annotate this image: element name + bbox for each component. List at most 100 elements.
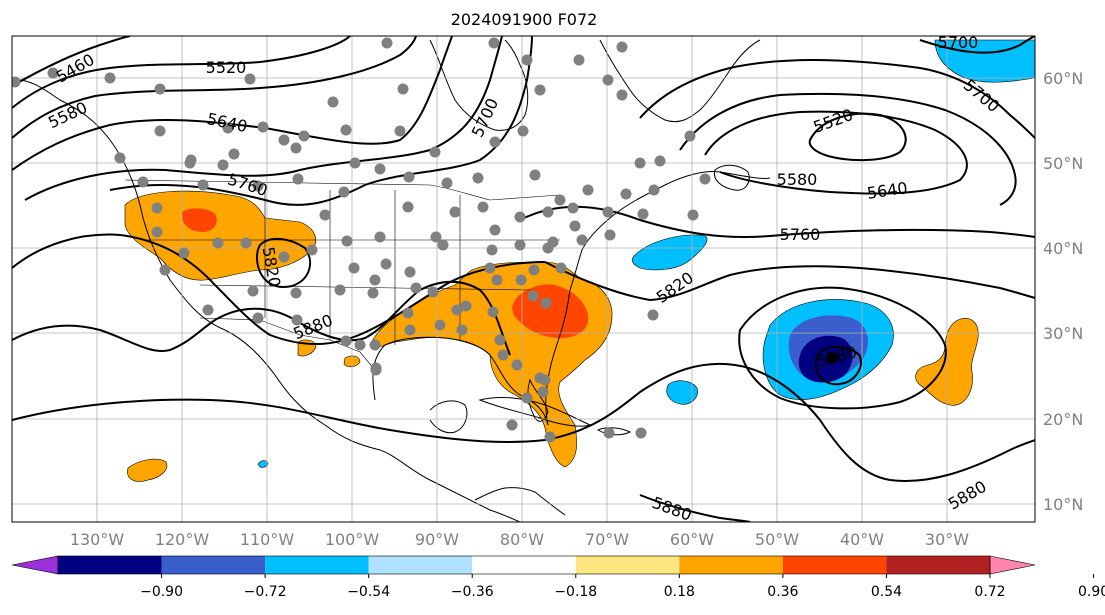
station-marker <box>491 274 503 286</box>
station-marker <box>573 54 585 66</box>
station-marker <box>637 208 649 220</box>
colorbar: −0.90 −0.72 −0.54 −0.36 −0.18 0.18 0.36 0.54 0.7… <box>11 555 1105 600</box>
contour-label: 5580 <box>777 170 818 189</box>
map-panel: 5460 5520 5580 5640 5700 5760 5820 5880 … <box>11 33 1036 523</box>
colorbar-outline <box>57 555 991 575</box>
contour-5460 <box>12 36 131 87</box>
station-marker <box>217 159 229 171</box>
station-marker <box>576 234 588 246</box>
station-marker <box>486 244 498 256</box>
station-marker <box>222 122 234 134</box>
lat-label: 60°N <box>1043 69 1083 88</box>
contour-5580-west <box>12 36 417 139</box>
station-marker <box>252 180 264 192</box>
colorbar-tick-label: 0.18 <box>664 584 695 600</box>
colorbar-tick-label: −0.72 <box>244 584 287 600</box>
lon-label: 100°W <box>325 530 380 549</box>
station-marker <box>521 54 533 66</box>
orange-region-west <box>124 190 316 281</box>
station-marker <box>178 247 190 259</box>
newfoundland <box>713 164 750 191</box>
station-marker <box>341 235 353 247</box>
station-marker <box>137 176 149 188</box>
lon-label: 70°W <box>585 530 629 549</box>
station-marker <box>404 324 416 336</box>
contour-label: 5700 <box>938 33 979 52</box>
station-marker <box>319 209 331 221</box>
us-canada-border <box>124 179 561 201</box>
station-marker <box>488 37 500 49</box>
station-marker <box>404 266 416 278</box>
lon-label: 80°W <box>500 530 544 549</box>
lon-label: 90°W <box>415 530 459 549</box>
station-marker <box>348 262 360 274</box>
station-marker <box>647 309 659 321</box>
contour-label: 5520 <box>206 58 247 77</box>
colorbar-tick-label: 0.72 <box>974 584 1005 600</box>
station-marker <box>154 83 166 95</box>
station-marker <box>547 236 559 248</box>
station-marker <box>487 306 499 318</box>
station-marker <box>539 374 551 386</box>
colorbar-segment <box>265 556 369 574</box>
colorbar-segment <box>58 556 162 574</box>
hudson-bay <box>429 39 529 131</box>
station-marker <box>567 202 579 214</box>
station-marker <box>529 169 541 181</box>
colorbar-segments <box>11 555 1036 575</box>
station-marker <box>197 179 209 191</box>
contour-5880-south <box>12 362 1035 482</box>
longitude-labels: 130°W 120°W 110°W 100°W 90°W 80°W 70°W 6… <box>70 530 969 549</box>
station-marker <box>380 258 392 270</box>
colorbar-segment <box>782 556 887 574</box>
lat-label: 50°N <box>1043 154 1083 173</box>
station-marker <box>511 359 523 371</box>
station-marker <box>528 264 540 276</box>
colorbar-tick-label: −0.36 <box>451 584 494 600</box>
latitude-labels: 60°N 50°N 40°N 30°N 20°N 10°N <box>1043 69 1083 514</box>
station-marker <box>527 290 539 302</box>
contour-5700-west <box>24 36 503 201</box>
station-marker <box>472 172 484 184</box>
station-marker <box>616 41 628 53</box>
station-marker <box>370 362 382 374</box>
station-marker <box>159 264 171 276</box>
station-marker <box>151 202 163 214</box>
station-marker <box>540 297 552 309</box>
station-marker <box>554 194 566 206</box>
station-marker <box>402 201 414 213</box>
shaded-anomaly-fields <box>124 39 1035 482</box>
station-marker <box>521 392 533 404</box>
cyclone-center-dot <box>826 352 838 364</box>
station-marker <box>489 224 501 236</box>
station-marker <box>616 89 628 101</box>
station-marker <box>603 427 615 439</box>
colorbar-tick-label: 0.90 <box>1078 584 1105 600</box>
station-marker <box>534 84 546 96</box>
contour-5760-loop <box>255 237 312 288</box>
station-marker <box>635 427 647 439</box>
east-coast <box>545 171 771 426</box>
contour-5880-bottom <box>639 494 751 522</box>
lat-label: 10°N <box>1043 495 1083 514</box>
station-marker <box>340 124 352 136</box>
lon-label: 120°W <box>155 530 210 549</box>
station-marker <box>291 314 303 326</box>
station-marker <box>403 171 415 183</box>
station-marker <box>278 251 290 263</box>
colorbar-ticks: −0.90 −0.72 −0.54 −0.36 −0.18 0.18 0.36 0.54 0.7… <box>140 574 1105 600</box>
lon-label: 60°W <box>670 530 714 549</box>
lon-label: 40°W <box>840 530 884 549</box>
station-marker <box>654 155 666 167</box>
station-marker <box>104 72 116 84</box>
station-marker <box>354 339 366 351</box>
station-marker <box>410 282 422 294</box>
station-marker <box>582 184 594 196</box>
station-marker <box>515 274 527 286</box>
contour-5700-ne <box>919 36 1035 54</box>
contour-label: 5760 <box>780 225 821 244</box>
station-marker <box>429 146 441 158</box>
colorbar-segment <box>368 556 473 574</box>
lat-label: 40°N <box>1043 239 1083 258</box>
station-marker <box>12 76 21 88</box>
